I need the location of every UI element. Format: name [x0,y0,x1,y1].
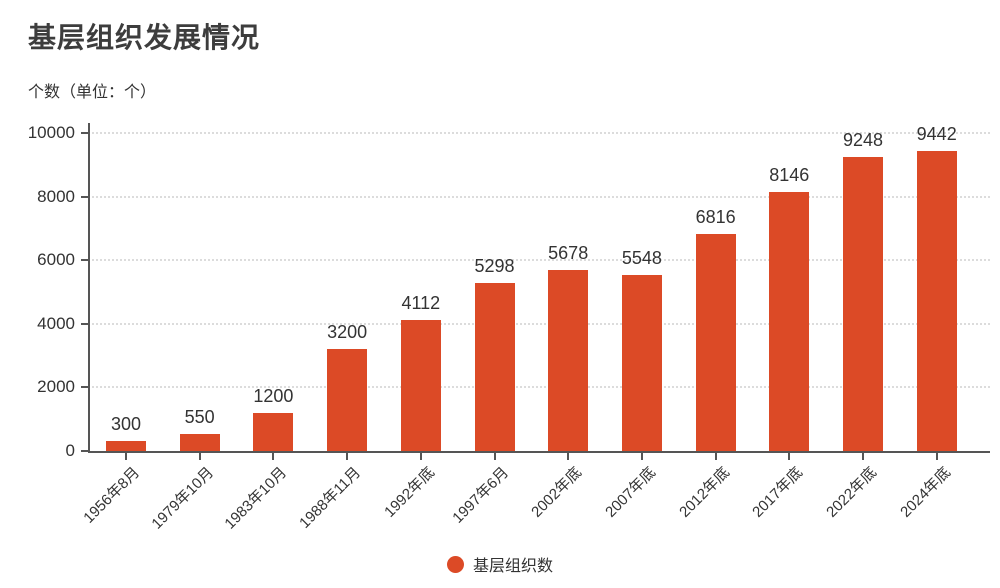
y-axis-tick [81,386,88,389]
x-axis-tick-label: 1956年8月 [80,464,144,527]
bar-value-label: 9442 [916,123,957,144]
y-axis-tick-label: 6000 [37,250,75,270]
x-axis-tick-label: 1992年底 [380,464,438,521]
y-axis-unit-label: 个数（单位：个） [28,84,157,101]
x-axis-tick [346,453,349,460]
y-axis-tick-label: 2000 [37,377,75,397]
bar[interactable] [769,191,810,451]
gridline [88,322,990,325]
legend-item[interactable]: 基层组织数 [0,552,1000,576]
x-axis-tick-label: 2007年底 [602,464,659,521]
x-axis-tick-label: 1983年10月 [221,464,291,533]
y-axis-tick-label: 10000 [27,123,75,142]
bar[interactable] [179,433,220,451]
bar[interactable] [253,412,294,451]
x-axis-tick [567,453,570,460]
bar-value-label: 5678 [548,243,589,264]
y-axis-tick-label: 4000 [37,313,75,333]
x-axis-tick [935,453,938,460]
bar[interactable] [327,349,368,451]
x-axis-tick-label: 2022年底 [823,464,881,521]
x-axis-tick [419,453,422,460]
x-axis-tick [788,453,791,460]
x-axis-tick-label: 2012年底 [675,464,733,521]
x-axis-tick-label: 2024年底 [896,464,954,521]
y-axis-tick [81,322,88,325]
bar-value-label: 6816 [695,207,736,228]
x-axis-tick [125,453,127,460]
y-axis-tick [81,259,88,262]
x-axis-tick-label: 1997年6月 [448,464,512,527]
bar[interactable] [400,320,441,451]
bar-value-label: 3200 [327,322,368,343]
x-axis-line [88,451,990,453]
bar[interactable] [621,274,662,451]
x-axis-tick-label: 2002年底 [528,464,586,521]
x-axis-tick-label: 2017年底 [749,464,807,521]
x-axis-tick-label: 1988年11月 [296,464,365,532]
x-axis-tick-label: 1979年10月 [148,464,217,533]
legend-label: 基层组织数 [472,558,553,575]
gridline [88,132,990,134]
x-axis-tick [714,453,717,460]
bar-value-label: 1200 [253,385,294,406]
chart-title: 基层组织发展情况 [28,22,261,53]
bar-value-label: 9248 [842,129,884,150]
x-axis-tick [272,453,275,460]
x-axis-tick [198,453,201,460]
legend-marker-icon [446,555,464,573]
gridline [88,195,990,198]
bar[interactable] [548,270,589,451]
x-axis-tick [493,453,496,460]
bar-value-label: 5548 [621,247,662,268]
y-axis-tick-label: 0 [65,441,75,460]
y-axis-tick [81,195,88,198]
bar-value-label: 4112 [401,293,441,314]
bar-value-label: 550 [184,406,215,427]
bar[interactable] [843,156,883,451]
bar[interactable] [916,150,957,451]
y-axis-tick [81,132,88,134]
gridline [88,386,990,389]
gridline [88,259,990,262]
bar-value-label: 5298 [474,255,515,276]
bar-value-label: 8146 [769,164,810,185]
x-axis-tick [862,453,864,460]
y-axis-line [88,123,90,453]
bar[interactable] [106,441,146,451]
bar-value-label: 300 [110,414,142,435]
y-axis-tick-label: 8000 [37,186,75,206]
bar[interactable] [695,234,736,451]
x-axis-tick [640,453,643,460]
y-axis-tick [81,450,88,452]
bar[interactable] [474,282,515,451]
